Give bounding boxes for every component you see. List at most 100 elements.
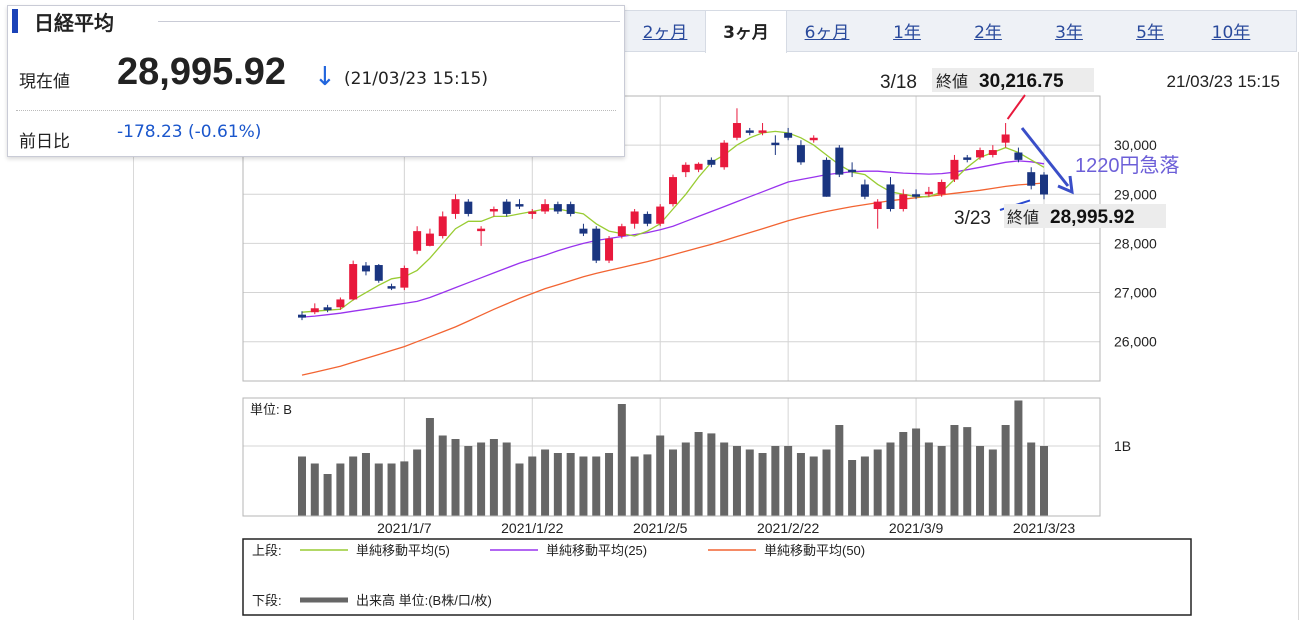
volume-bar [694, 432, 703, 516]
candle-body [310, 308, 319, 313]
date-tick-label: 2021/3/9 [889, 520, 944, 536]
tab-10-years[interactable]: 10年 [1211, 23, 1251, 43]
candle-body [605, 238, 614, 261]
date-tick-label: 2021/2/22 [757, 520, 819, 536]
candle-body [912, 194, 921, 197]
volume-bar [425, 418, 434, 516]
drop-arrow-icon [1020, 127, 1070, 187]
tab-3-years[interactable]: 3年 [1055, 23, 1083, 43]
candle-body [387, 286, 396, 289]
candle-body [694, 163, 703, 170]
volume-bar [617, 404, 626, 516]
legend-ma5: 単純移動平均(5) [356, 543, 450, 558]
change-label: 前日比 [19, 132, 70, 152]
volume-bar [1027, 442, 1036, 516]
volume-bar [860, 456, 869, 516]
price-timestamp: (21/03/23 15:15) [344, 69, 489, 89]
candle-body [541, 204, 550, 212]
date-tick-label: 2021/2/5 [633, 520, 688, 536]
candle-body [720, 142, 729, 168]
chart-timestamp: 21/03/23 15:15 [1167, 72, 1280, 91]
legend-lower-label: 下段: [252, 593, 282, 608]
candle-body [298, 314, 306, 318]
volume-bar [656, 435, 665, 516]
tab-5-years[interactable]: 5年 [1136, 23, 1164, 43]
volume-bar [400, 461, 409, 516]
ma5-series [301, 130, 1045, 313]
candle-body [477, 228, 486, 232]
current-price: 28,995.92 [117, 51, 287, 93]
price-tick-label: 26,000 [1114, 334, 1157, 350]
volume-bar [950, 425, 959, 516]
down-arrow-icon: ↓ [314, 62, 336, 92]
peak-date: 3/18 [880, 72, 917, 93]
volume-bar [451, 439, 460, 516]
candle-body [950, 159, 959, 180]
candle-body [566, 204, 575, 214]
candle-body [643, 213, 652, 224]
candle-body [579, 228, 588, 234]
current-value-label: 現在値 [19, 72, 70, 92]
volume-bar [848, 460, 857, 516]
tab-6-months[interactable]: 6ヶ月 [804, 23, 850, 43]
volume-bar [796, 453, 805, 516]
candle-body [592, 228, 601, 261]
tab-2-months[interactable]: 2ヶ月 [642, 23, 688, 43]
peak-label-box [932, 68, 1094, 92]
tab-3-months[interactable]: 3ヶ月 [705, 11, 787, 53]
candle-body [374, 265, 383, 281]
ma50-series [301, 182, 1045, 376]
title-rule [158, 21, 620, 22]
volume-bar [963, 427, 972, 516]
candle-body [1001, 134, 1010, 143]
price-tick-label: 27,000 [1114, 285, 1157, 301]
candle-body [336, 299, 345, 308]
volume-bar [630, 456, 639, 516]
candle-body [1040, 174, 1048, 195]
volume-bar [566, 453, 575, 516]
volume-series [298, 400, 1048, 516]
volume-bar [835, 425, 844, 516]
date-tick-label: 2021/1/7 [377, 520, 432, 536]
volume-bar [822, 449, 831, 516]
candle-body [630, 211, 639, 224]
volume-bar [745, 449, 754, 516]
volume-unit-label: 単位: B [250, 402, 292, 417]
volume-bar [477, 442, 486, 516]
candle-body [758, 130, 767, 133]
volume-bar [605, 453, 614, 516]
volume-bar [1001, 425, 1010, 516]
candle-body [835, 147, 844, 175]
volume-bar [758, 453, 767, 516]
volume-bar [336, 463, 345, 516]
volume-plot-border [242, 397, 1101, 517]
candle-body [899, 194, 908, 210]
volume-bar [681, 442, 690, 516]
volume-bar [374, 463, 383, 516]
volume-bar [528, 456, 537, 516]
drop-annotation: 1220円急落 [1075, 154, 1180, 177]
stock-info-panel: 日経平均 現在値 28,995.92 ↓ (21/03/23 15:15) 前日… [7, 5, 625, 157]
candle-body [809, 137, 818, 141]
volume-bar [592, 456, 601, 516]
candle-body [656, 206, 665, 224]
peak-connector [1006, 94, 1026, 120]
title-accent-bar [12, 9, 18, 33]
tab-1-year[interactable]: 1年 [893, 23, 921, 43]
peak-value: 30,216.75 [979, 71, 1064, 92]
candle-body [617, 226, 626, 237]
candle-body [886, 184, 895, 210]
volume-bar [413, 449, 422, 516]
legend-upper-label: 上段: [252, 543, 282, 558]
candle-body [553, 204, 562, 212]
volume-bar [489, 439, 498, 516]
price-tick-label: 28,000 [1114, 235, 1157, 251]
candle-body [860, 184, 869, 197]
candle-body [937, 181, 946, 195]
tab-2-years[interactable]: 2年 [974, 23, 1002, 43]
candle-body [361, 265, 370, 272]
legend-box [242, 538, 1192, 616]
candle-body [1027, 172, 1036, 186]
candle-body [502, 201, 511, 214]
